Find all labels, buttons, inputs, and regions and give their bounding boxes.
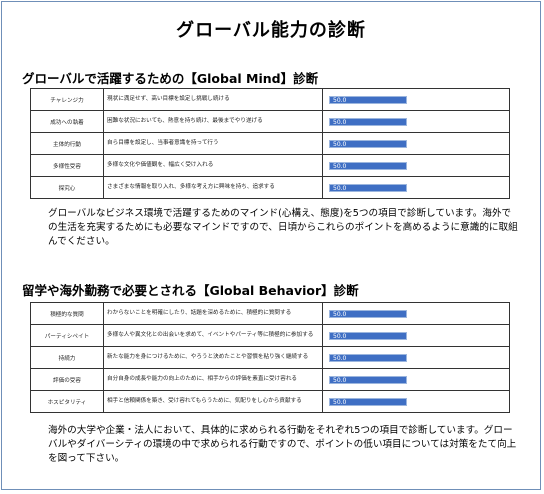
item-name: 成功への執着 xyxy=(30,110,104,133)
table-row: 評価の受容 自分自身の成長や能力の向上のために、相手からの評価を素直に受け容れる… xyxy=(30,368,510,391)
item-description: 困難な状況においても、熱意を持ち続け、最後までやり遂げる xyxy=(103,110,323,133)
score-cell: 50.0 xyxy=(322,88,510,111)
table-row: 多様性受容 多様な文化や価値観を、幅広く受け入れる 50.0 xyxy=(30,154,510,177)
item-description: 現状に満足せず、高い目標を設定し挑戦し続ける xyxy=(103,88,323,111)
score-cell: 50.0 xyxy=(322,154,510,177)
table-row: 成功への執着 困難な状況においても、熱意を持ち続け、最後までやり遂げる 50.0 xyxy=(30,110,510,133)
global-mind-heading: グローバルで活躍するための【Global Mind】診断 xyxy=(22,71,319,86)
score-cell: 50.0 xyxy=(322,110,510,133)
item-name: 持続力 xyxy=(30,346,104,369)
table-row: チャレンジ力 現状に満足せず、高い目標を設定し挑戦し続ける 50.0 xyxy=(30,88,510,111)
score-value: 50.0 xyxy=(333,184,347,192)
score-bar: 50.0 xyxy=(329,139,407,148)
global-behavior-table: 積極的な質問 わからないことを明確にしたり、話題を深めるために、積極的に質問する… xyxy=(30,302,510,413)
item-description: 自分自身の成長や能力の向上のために、相手からの評価を素直に受け容れる xyxy=(103,368,323,391)
item-name: 積極的な質問 xyxy=(30,302,104,325)
table-row: 主体的行動 自ら目標を設定し、当事者意識を持って行う 50.0 xyxy=(30,132,510,155)
score-value: 50.0 xyxy=(333,376,347,384)
score-value: 50.0 xyxy=(333,140,347,148)
score-bar: 50.0 xyxy=(329,397,407,406)
score-value: 50.0 xyxy=(333,398,347,406)
global-behavior-heading: 留学や海外勤務で必要とされる【Global Behavior】診断 xyxy=(22,283,359,298)
global-behavior-description: 海外の大学や企業・法人において、具体的に求められる行動をそれぞれ5つの項目で診断… xyxy=(48,425,517,464)
item-name: 主体的行動 xyxy=(30,132,104,155)
score-cell: 50.0 xyxy=(322,302,510,325)
item-description: 多様な文化や価値観を、幅広く受け入れる xyxy=(103,154,323,177)
page-title: グローバル能力の診断 xyxy=(176,20,366,41)
score-cell: 50.0 xyxy=(322,324,510,347)
score-cell: 50.0 xyxy=(322,176,510,199)
score-value: 50.0 xyxy=(333,354,347,362)
score-bar: 50.0 xyxy=(329,331,407,340)
score-bar: 50.0 xyxy=(329,161,407,170)
item-description: わからないことを明確にしたり、話題を深めるために、積極的に質問する xyxy=(103,302,323,325)
item-name: ホスピタリティ xyxy=(30,390,104,413)
item-description: 自ら目標を設定し、当事者意識を持って行う xyxy=(103,132,323,155)
table-row: パーティシペイト 多様な人や異文化との出会いを求めて、イベントやパーティ等に積極… xyxy=(30,324,510,347)
score-cell: 50.0 xyxy=(322,346,510,369)
score-value: 50.0 xyxy=(333,310,347,318)
score-bar: 50.0 xyxy=(329,95,407,104)
score-bar: 50.0 xyxy=(329,375,407,384)
item-name: チャレンジ力 xyxy=(30,88,104,111)
table-row: ホスピタリティ 相手と信頼関係を築き、受け容れてもらうために、気配りをし心から貢… xyxy=(30,390,510,413)
table-row: 持続力 新たな能力を身につけるために、やろうと決めたことや習慣を粘り強く継続する… xyxy=(30,346,510,369)
score-bar: 50.0 xyxy=(329,353,407,362)
item-description: 多様な人や異文化との出会いを求めて、イベントやパーティ等に積極的に参加する xyxy=(103,324,323,347)
item-description: 相手と信頼関係を築き、受け容れてもらうために、気配りをし心から貢献する xyxy=(103,390,323,413)
score-bar: 50.0 xyxy=(329,117,407,126)
global-mind-description: グローバルなビジネス環境で活躍するためのマインド(心構え、態度)を5つの項目で診… xyxy=(48,208,518,247)
item-name: 評価の受容 xyxy=(30,368,104,391)
item-description: さまざまな情報を取り入れ、多様な考え方に興味を持ち、追求する xyxy=(103,176,323,199)
item-name: パーティシペイト xyxy=(30,324,104,347)
table-row: 積極的な質問 わからないことを明確にしたり、話題を深めるために、積極的に質問する… xyxy=(30,302,510,325)
score-value: 50.0 xyxy=(333,118,347,126)
score-cell: 50.0 xyxy=(322,132,510,155)
score-value: 50.0 xyxy=(333,162,347,170)
table-row: 探究心 さまざまな情報を取り入れ、多様な考え方に興味を持ち、追求する 50.0 xyxy=(30,176,510,199)
item-description: 新たな能力を身につけるために、やろうと決めたことや習慣を粘り強く継続する xyxy=(103,346,323,369)
item-name: 多様性受容 xyxy=(30,154,104,177)
item-name: 探究心 xyxy=(30,176,104,199)
score-value: 50.0 xyxy=(333,332,347,340)
global-mind-table: チャレンジ力 現状に満足せず、高い目標を設定し挑戦し続ける 50.0 成功への執… xyxy=(30,88,510,199)
score-bar: 50.0 xyxy=(329,183,407,192)
score-cell: 50.0 xyxy=(322,390,510,413)
score-bar: 50.0 xyxy=(329,309,407,318)
score-value: 50.0 xyxy=(333,96,347,104)
score-cell: 50.0 xyxy=(322,368,510,391)
